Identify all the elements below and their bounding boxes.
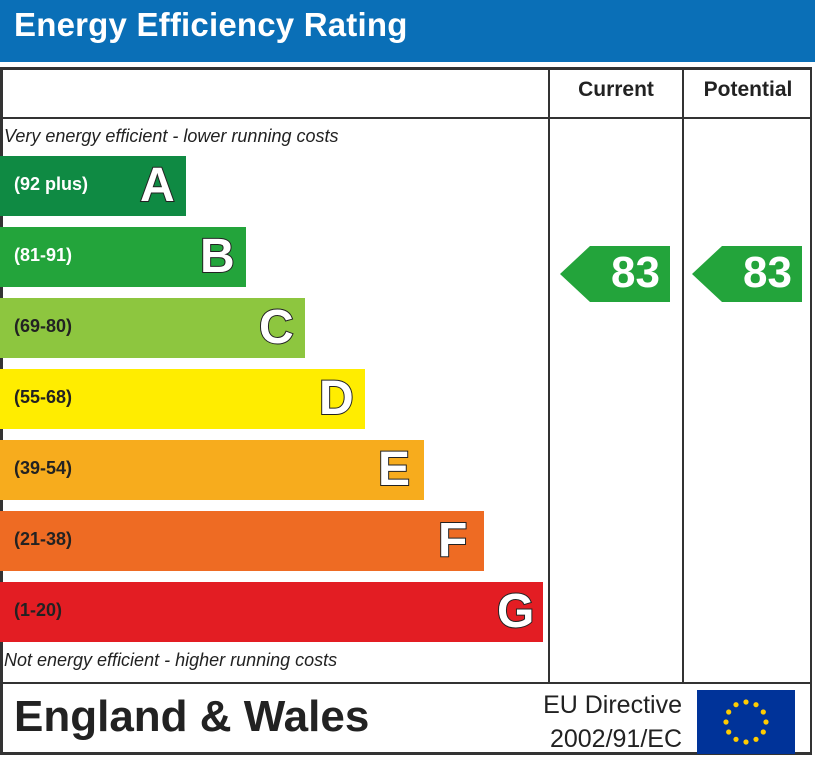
- band-letter: A: [139, 158, 176, 213]
- band-range: (21-38): [14, 529, 73, 549]
- band-letter: E: [377, 442, 411, 497]
- potential-rating-arrow: 83: [692, 246, 802, 302]
- current-arrow-shape: [560, 246, 670, 302]
- band-range: (92 plus): [14, 174, 89, 194]
- band-range: (69-80): [14, 316, 73, 336]
- band-range: (1-20): [14, 600, 63, 620]
- band-letter: C: [258, 300, 295, 355]
- band-a: (92 plus) A: [0, 156, 186, 216]
- band-letter: G: [496, 584, 535, 639]
- column-header-current: Current: [578, 78, 654, 101]
- header-bar: Energy Efficiency Rating: [0, 0, 815, 62]
- band-range: (39-54): [14, 458, 73, 478]
- potential-arrow-shape: [692, 246, 802, 302]
- eu-directive: EU Directive 2002/91/EC: [522, 688, 682, 756]
- eu-star-icon: [753, 736, 759, 742]
- band-g: (1-20) G: [0, 582, 543, 642]
- band-letter: B: [199, 229, 236, 284]
- band-range: (81-91): [14, 245, 73, 265]
- eu-star-icon: [760, 729, 766, 735]
- header-row-divider: [0, 117, 812, 119]
- eu-star-icon: [743, 739, 749, 745]
- eu-star-icon: [753, 702, 759, 708]
- column-divider-potential: [682, 67, 684, 684]
- eu-directive-line1: EU Directive: [543, 691, 682, 719]
- eu-star-icon: [733, 702, 739, 708]
- current-rating-value: 83: [611, 248, 660, 297]
- band-c: (69-80) C: [0, 298, 305, 358]
- eu-flag-icon: [697, 690, 795, 754]
- eu-star-icon: [723, 719, 729, 725]
- potential-rating-value: 83: [743, 248, 792, 297]
- current-rating-arrow: 83: [560, 246, 670, 302]
- column-divider-current: [548, 67, 550, 684]
- eu-star-icon: [726, 709, 732, 715]
- band-d: (55-68) D: [0, 369, 365, 429]
- band-e: (39-54) E: [0, 440, 424, 500]
- region-label: England & Wales: [14, 692, 370, 741]
- caption-bottom: Not energy efficient - higher running co…: [4, 650, 338, 670]
- band-b: (81-91) B: [0, 227, 246, 287]
- band-letter: D: [318, 371, 355, 426]
- eu-star-icon: [760, 709, 766, 715]
- column-header-potential: Potential: [703, 78, 793, 101]
- footer-divider: [0, 682, 812, 684]
- band-letter: F: [437, 513, 468, 568]
- eu-star-icon: [733, 736, 739, 742]
- eu-star-icon: [763, 719, 769, 725]
- band-range: (55-68): [14, 387, 73, 407]
- eu-star-icon: [743, 699, 749, 705]
- eu-directive-line2: 2002/91/EC: [549, 725, 682, 753]
- eu-star-icon: [726, 729, 732, 735]
- caption-top: Very energy efficient - lower running co…: [4, 126, 339, 146]
- band-f: (21-38) F: [0, 511, 484, 571]
- page-title: Energy Efficiency Rating: [14, 6, 408, 43]
